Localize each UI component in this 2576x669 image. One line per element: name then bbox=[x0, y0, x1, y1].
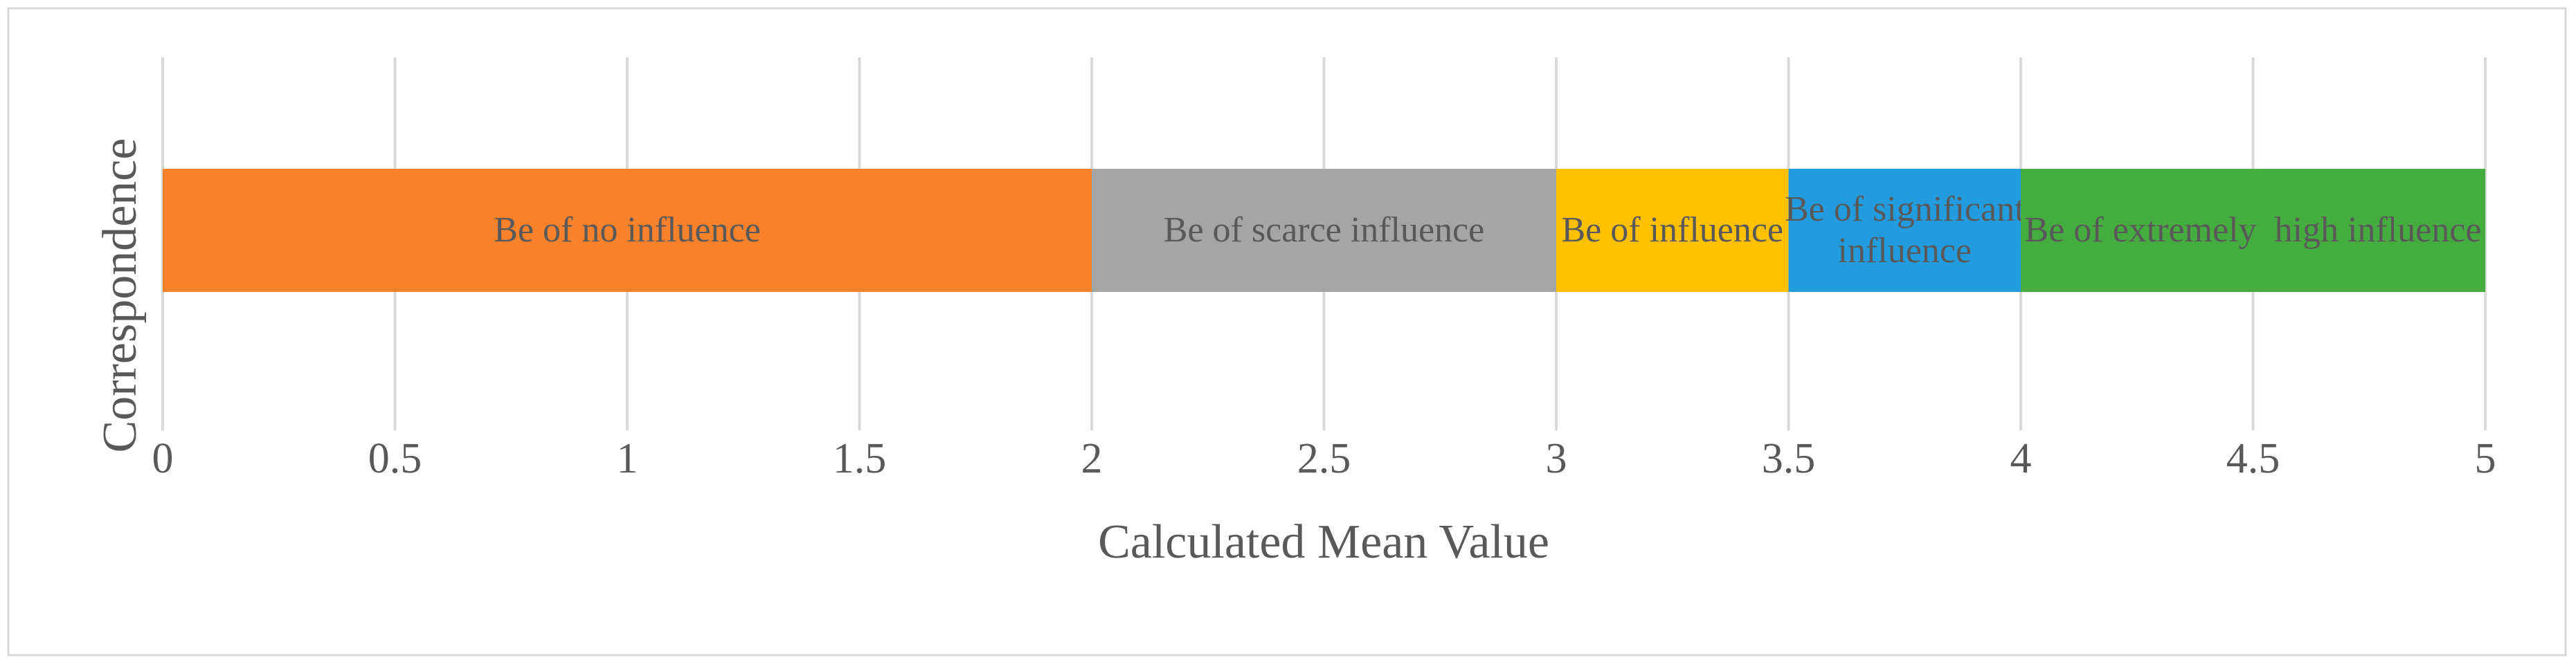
bar-segment bbox=[1788, 169, 2021, 292]
x-axis-title: Calculated Mean Value bbox=[1098, 515, 1549, 569]
x-tick-label: 3 bbox=[1546, 435, 1567, 482]
x-tick-label: 2.5 bbox=[1297, 435, 1351, 482]
segment-label-box: Be of no influence bbox=[494, 210, 761, 250]
segment-label: Be of no influence bbox=[494, 210, 761, 250]
x-tick-label: 4 bbox=[2010, 435, 2032, 482]
x-tick-label: 1.5 bbox=[833, 435, 887, 482]
bar-segment bbox=[1092, 169, 1556, 292]
x-tick-label: 0 bbox=[152, 435, 174, 482]
chart-border bbox=[7, 7, 2567, 657]
y-axis-title: Correspondence bbox=[93, 138, 147, 453]
x-tick-label: 0.5 bbox=[368, 435, 422, 482]
x-tick-label: 2 bbox=[1081, 435, 1103, 482]
bar-segment bbox=[2021, 169, 2485, 292]
segment-label-box: Be of significant influence bbox=[1784, 190, 2025, 271]
segment-label: Be of extremely high influence bbox=[2024, 210, 2482, 250]
x-tick-label: 5 bbox=[2475, 435, 2496, 482]
segment-label: Be of significant influence bbox=[1784, 190, 2025, 271]
segment-label-box: Be of extremely high influence bbox=[2024, 210, 2482, 250]
segment-label: Be of influence bbox=[1561, 210, 1784, 250]
x-tick-label: 4.5 bbox=[2226, 435, 2280, 482]
x-tick-label: 3.5 bbox=[1762, 435, 1816, 482]
segment-label-box: Be of influence bbox=[1561, 210, 1784, 250]
bar-segment bbox=[1556, 169, 1789, 292]
segment-label: Be of scarce influence bbox=[1163, 210, 1485, 250]
x-tick-label: 1 bbox=[617, 435, 638, 482]
bar-segment bbox=[163, 169, 1092, 292]
segment-label-box: Be of scarce influence bbox=[1163, 210, 1485, 250]
